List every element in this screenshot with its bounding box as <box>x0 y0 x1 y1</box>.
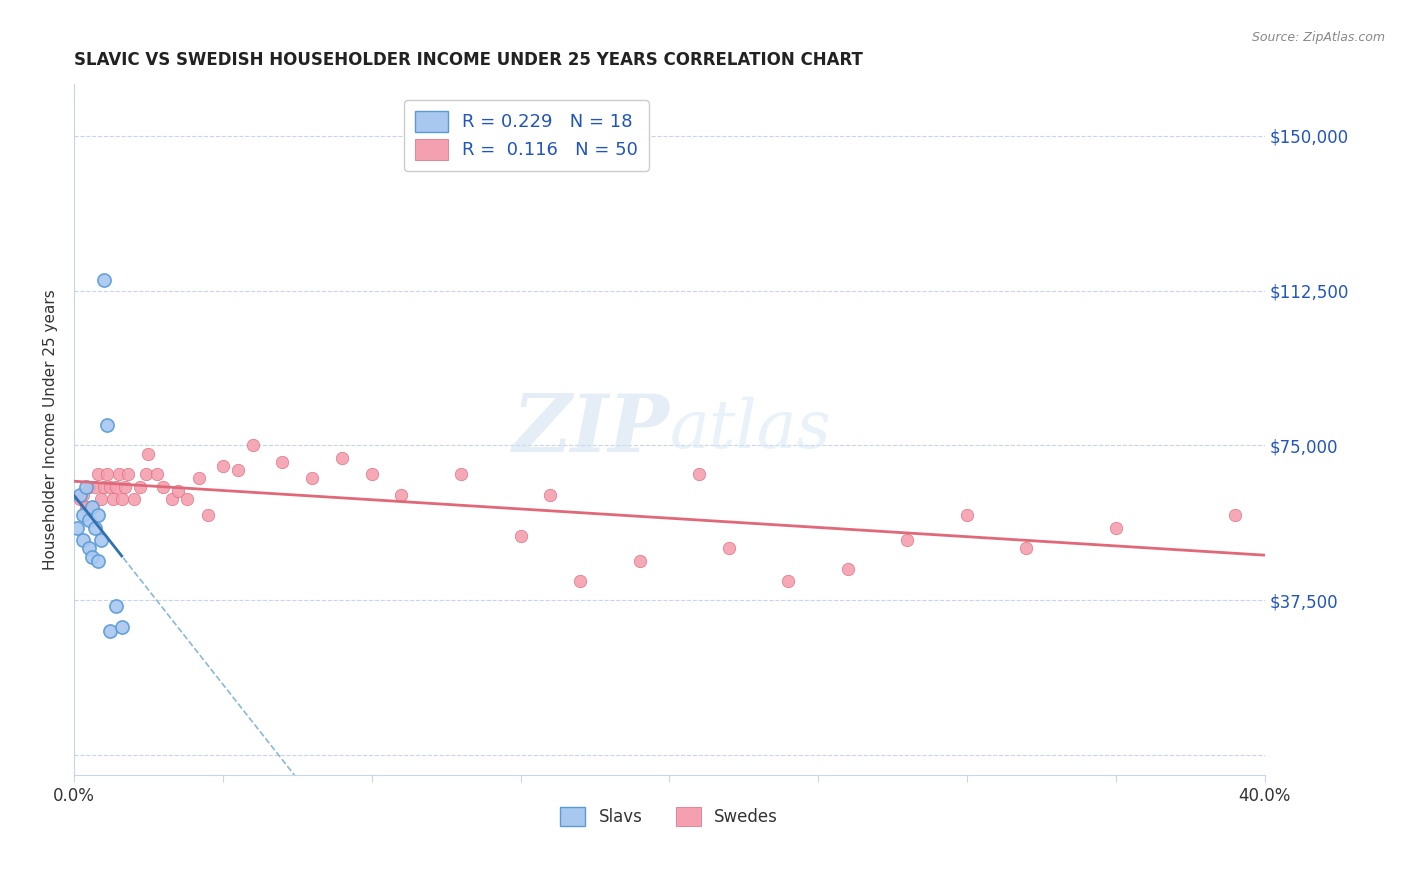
Point <box>197 508 219 523</box>
Point <box>778 574 800 589</box>
Point <box>90 533 112 548</box>
Point <box>188 471 211 485</box>
Point <box>72 488 94 502</box>
Point <box>77 541 100 556</box>
Point <box>122 491 145 506</box>
Point <box>84 479 107 493</box>
Point <box>242 438 264 452</box>
Point <box>212 458 235 473</box>
Point <box>104 599 127 614</box>
Point <box>80 500 103 515</box>
Point <box>152 479 174 493</box>
Point <box>80 500 103 515</box>
Point <box>98 479 121 493</box>
Point <box>84 521 107 535</box>
Point <box>162 491 184 506</box>
Point <box>956 508 979 523</box>
Point <box>96 417 118 432</box>
Point <box>104 479 127 493</box>
Point <box>538 488 561 502</box>
Point <box>896 533 918 548</box>
Point <box>93 273 115 287</box>
Legend: Slavs, Swedes: Slavs, Swedes <box>554 800 785 833</box>
Point <box>66 521 89 535</box>
Point <box>688 467 710 482</box>
Point <box>77 512 100 526</box>
Point <box>87 467 110 482</box>
Point <box>87 508 110 523</box>
Point <box>72 533 94 548</box>
Point <box>146 467 169 482</box>
Point <box>1015 541 1038 556</box>
Point <box>96 467 118 482</box>
Point <box>107 467 129 482</box>
Point <box>101 491 124 506</box>
Point <box>111 491 134 506</box>
Point <box>1105 521 1128 535</box>
Point <box>176 491 198 506</box>
Point <box>138 446 160 460</box>
Point <box>72 508 94 523</box>
Point <box>628 554 651 568</box>
Point <box>75 479 97 493</box>
Point <box>271 455 294 469</box>
Point <box>226 463 249 477</box>
Point <box>80 549 103 564</box>
Point <box>77 479 100 493</box>
Point <box>75 500 97 515</box>
Point <box>1223 508 1246 523</box>
Point <box>90 491 112 506</box>
Point <box>117 467 139 482</box>
Point <box>69 491 91 506</box>
Point <box>135 467 157 482</box>
Point <box>391 488 413 502</box>
Point <box>111 620 134 634</box>
Point <box>167 483 190 498</box>
Text: Source: ZipAtlas.com: Source: ZipAtlas.com <box>1251 31 1385 45</box>
Point <box>98 624 121 638</box>
Point <box>330 450 353 465</box>
Point <box>569 574 592 589</box>
Point <box>301 471 323 485</box>
Point <box>360 467 382 482</box>
Point <box>93 479 115 493</box>
Point <box>69 488 91 502</box>
Point <box>509 529 531 543</box>
Point <box>114 479 136 493</box>
Point <box>717 541 740 556</box>
Text: ZIP: ZIP <box>512 391 669 468</box>
Point <box>837 562 859 576</box>
Point <box>87 554 110 568</box>
Text: SLAVIC VS SWEDISH HOUSEHOLDER INCOME UNDER 25 YEARS CORRELATION CHART: SLAVIC VS SWEDISH HOUSEHOLDER INCOME UND… <box>75 51 863 69</box>
Y-axis label: Householder Income Under 25 years: Householder Income Under 25 years <box>44 289 58 570</box>
Point <box>128 479 150 493</box>
Text: atlas: atlas <box>669 397 831 462</box>
Point <box>450 467 472 482</box>
